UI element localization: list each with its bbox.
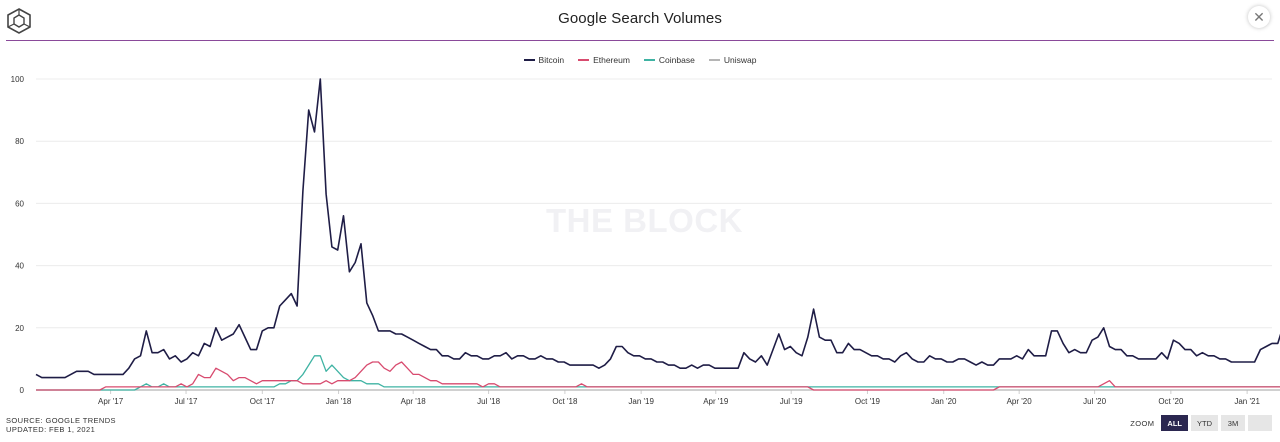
x-tick-label: Apr '20: [1007, 397, 1033, 406]
legend-label: Ethereum: [593, 55, 630, 65]
series-line-ethereum: [36, 361, 1280, 391]
legend-item-bitcoin[interactable]: Bitcoin: [523, 55, 565, 65]
close-icon[interactable]: ✕: [1248, 6, 1270, 28]
watermark: THE BLOCK: [546, 202, 743, 239]
y-tick-label: 40: [15, 262, 24, 271]
y-tick-label: 0: [20, 386, 25, 395]
cube-logo-icon[interactable]: [6, 8, 32, 34]
x-tick-label: Oct '18: [552, 397, 578, 406]
y-tick-label: 20: [15, 324, 24, 333]
legend-label: Bitcoin: [538, 55, 565, 65]
x-tick-label: Jul '19: [780, 397, 803, 406]
chart-title: Google Search Volumes: [558, 10, 722, 27]
y-tick-label: 100: [11, 75, 25, 84]
series-line-bitcoin: [35, 78, 1280, 379]
updated-text: UPDATED: FEB 1, 2021: [6, 425, 96, 434]
y-tick-label: 80: [15, 137, 24, 146]
zoom-all-button[interactable]: ALL: [1161, 415, 1188, 431]
zoom-ytd-button[interactable]: YTD: [1191, 415, 1218, 431]
series-line-coinbase: [36, 355, 1280, 391]
legend-swatch: [578, 59, 590, 61]
header-divider: [6, 40, 1274, 41]
legend-item-ethereum[interactable]: Ethereum: [578, 55, 630, 65]
y-tick-label: 60: [15, 199, 24, 208]
x-tick-label: Jul '18: [477, 397, 500, 406]
x-tick-label: Apr '18: [401, 397, 427, 406]
chart-source: SOURCE: GOOGLE TRENDS UPDATED: FEB 1, 20…: [6, 416, 116, 434]
legend-label: Uniswap: [723, 55, 757, 65]
zoom-3m-button[interactable]: 3M: [1221, 415, 1245, 431]
zoom-label: ZOOM: [1130, 418, 1155, 428]
zoom-controls: ZOOM ALL YTD 3M: [1130, 415, 1272, 431]
legend-swatch: [643, 59, 655, 61]
legend-item-uniswap[interactable]: Uniswap: [708, 55, 757, 65]
legend-swatch: [708, 59, 720, 61]
legend-item-coinbase[interactable]: Coinbase: [643, 55, 695, 65]
x-tick-label: Apr '19: [703, 397, 729, 406]
zoom-extra-button[interactable]: [1248, 415, 1272, 431]
series-line-uniswap: [36, 389, 1280, 391]
x-tick-label: Apr '17: [98, 397, 124, 406]
chart-legend: Bitcoin Ethereum Coinbase Uniswap: [0, 55, 1280, 65]
x-tick-label: Oct '20: [1158, 397, 1184, 406]
x-tick-label: Jan '19: [628, 397, 654, 406]
x-tick-label: Oct '19: [855, 397, 881, 406]
legend-label: Coinbase: [658, 55, 695, 65]
legend-swatch: [523, 59, 535, 61]
x-tick-label: Jan '18: [326, 397, 352, 406]
source-text: SOURCE: GOOGLE TRENDS: [6, 416, 116, 425]
x-tick-label: Oct '17: [250, 397, 276, 406]
x-tick-label: Jul '20: [1083, 397, 1106, 406]
x-tick-label: Jan '20: [931, 397, 957, 406]
x-tick-label: Jan '21: [1234, 397, 1260, 406]
x-tick-label: Jul '17: [175, 397, 198, 406]
